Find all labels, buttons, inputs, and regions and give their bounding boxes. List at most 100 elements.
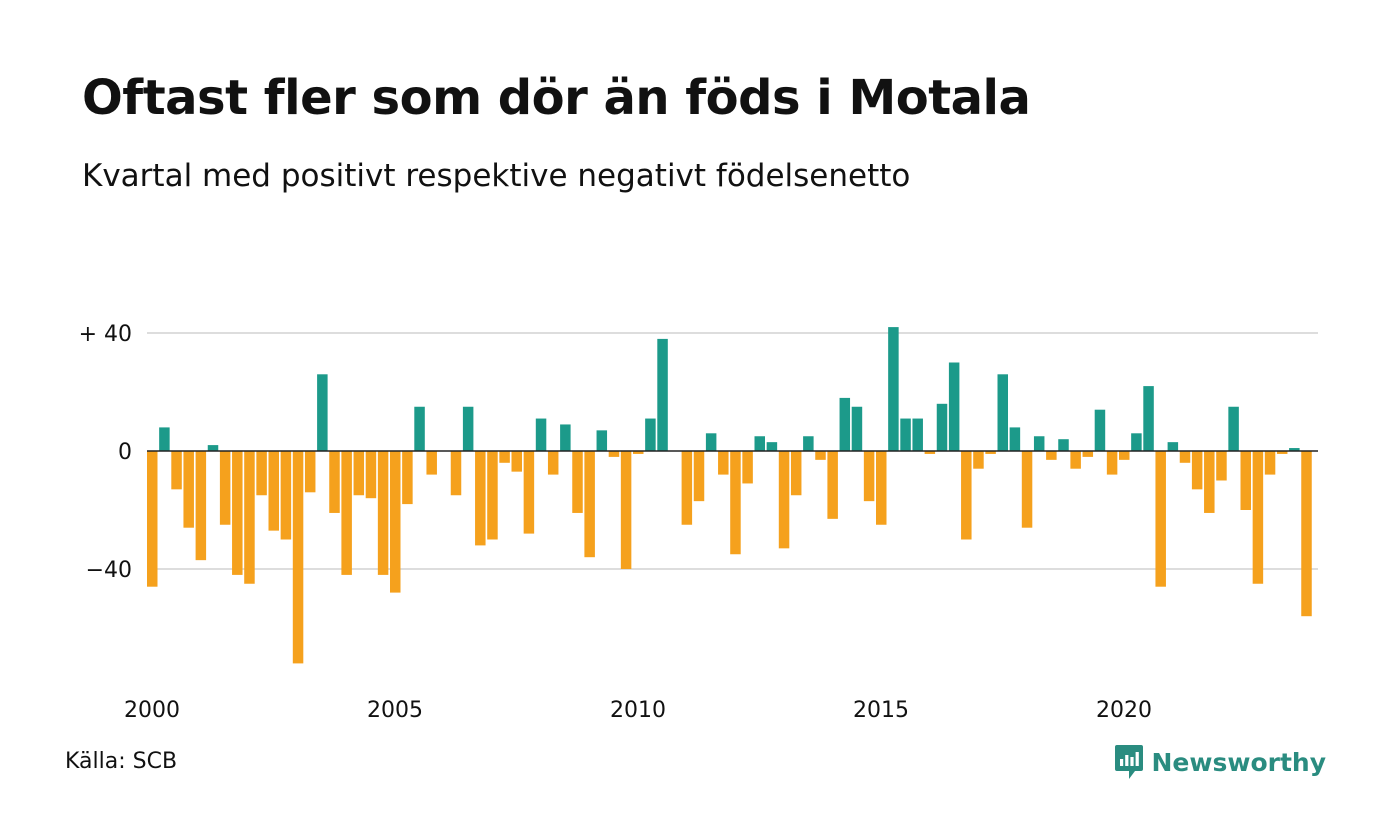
bar-positive (159, 427, 170, 451)
bar-negative (863, 451, 875, 502)
bar-positive (948, 362, 960, 451)
y-tick-label: 0 (118, 440, 132, 465)
bar-negative (693, 451, 705, 502)
newsworthy-logo-icon (1114, 745, 1143, 779)
bar-positive (705, 433, 717, 451)
bar-positive (207, 445, 219, 451)
bar-negative (608, 451, 620, 457)
bar-positive (1058, 439, 1069, 451)
bar-negative (1082, 451, 1094, 457)
bar-negative (523, 451, 535, 534)
bar-negative (183, 451, 194, 528)
chart-title: Oftast fler som dör än föds i Motala (82, 70, 1031, 126)
x-tick-label: 2015 (853, 698, 909, 723)
bar-positive (1143, 386, 1154, 451)
y-tick-labels: + 40 0 −40 (79, 322, 132, 583)
bar-negative (329, 451, 340, 513)
bar-negative (1276, 451, 1288, 454)
bar-positive (766, 442, 778, 451)
bar-negative (778, 451, 790, 549)
bar-negative (633, 451, 644, 454)
bar-negative (584, 451, 595, 558)
bar-negative (1252, 451, 1264, 584)
bar-positive (997, 374, 1008, 451)
x-tick-label: 2000 (124, 698, 180, 723)
bar-positive (936, 403, 948, 451)
bar-negative (815, 451, 826, 460)
brand-name: Newsworthy (1151, 747, 1327, 777)
bar-negative (475, 451, 486, 546)
bar-negative (511, 451, 522, 472)
bar-positive (839, 397, 851, 451)
bar-negative (1046, 451, 1057, 460)
bar-positive (1033, 436, 1045, 451)
bar-positive (317, 374, 328, 451)
bar-negative (353, 451, 365, 496)
bar-negative (1155, 451, 1166, 587)
bar-negative (402, 451, 413, 505)
bar-positive (596, 430, 608, 451)
bar-negative (426, 451, 437, 475)
bar-negative (1070, 451, 1081, 469)
x-tick-label: 2005 (367, 698, 423, 723)
x-tick-label: 2020 (1096, 698, 1152, 723)
bar-negative (924, 451, 936, 454)
bar-positive (1009, 427, 1021, 451)
bar-negative (973, 451, 984, 469)
bar-positive (803, 436, 814, 451)
bar-positive (1131, 433, 1142, 451)
bar-positive (1228, 406, 1239, 451)
bar-positive (1167, 442, 1179, 451)
chart-subtitle: Kvartal med positivt respektive negativt… (82, 158, 911, 194)
bar-negative (790, 451, 802, 496)
bar-negative (1216, 451, 1227, 481)
bar-negative (390, 451, 401, 593)
bar-positive (851, 406, 863, 451)
bar-negative (620, 451, 632, 569)
bar-negative (256, 451, 267, 496)
bar-positive (535, 418, 547, 451)
bar-negative (547, 451, 559, 475)
bar-negative (742, 451, 753, 484)
bar-positive (912, 418, 923, 451)
bar-negative (876, 451, 887, 525)
bar-negative (961, 451, 972, 540)
bar-positive (888, 327, 899, 451)
bar-negative (718, 451, 729, 475)
bar-negative (365, 451, 377, 499)
y-tick-label: + 40 (79, 322, 132, 347)
bar-negative (572, 451, 583, 513)
x-tick-labels: 2000 2005 2010 2015 2020 (124, 698, 1152, 723)
bar-positive (414, 406, 425, 451)
brand-logo[interactable]: Newsworthy (1114, 742, 1327, 782)
bar-negative (499, 451, 510, 463)
bar-positive (1094, 409, 1106, 451)
bar-positive (754, 436, 765, 451)
bar-negative (219, 451, 231, 525)
bar-negative (681, 451, 693, 525)
bar-negative (1106, 451, 1118, 475)
bar-negative (377, 451, 389, 575)
bar-negative (280, 451, 292, 540)
bars (147, 327, 1312, 664)
bar-negative (827, 451, 838, 519)
bar-positive (900, 418, 911, 451)
x-tick-label: 2010 (610, 698, 666, 723)
bar-negative (730, 451, 741, 555)
bar-negative (487, 451, 498, 540)
bar-negative (244, 451, 255, 584)
bar-negative (341, 451, 352, 575)
bar-positive (1289, 448, 1300, 451)
y-tick-label: −40 (86, 558, 132, 583)
bar-negative (1119, 451, 1130, 460)
bar-negative (1179, 451, 1191, 463)
bar-negative (292, 451, 304, 664)
bar-negative (232, 451, 243, 575)
bar-negative (1301, 451, 1312, 617)
bar-chart: + 40 0 −40 2000 2005 2010 2015 2020 (79, 322, 1318, 723)
bar-negative (1191, 451, 1203, 490)
bar-negative (268, 451, 279, 531)
bar-negative (1021, 451, 1033, 528)
bar-negative (195, 451, 207, 561)
bar-positive (645, 418, 656, 451)
